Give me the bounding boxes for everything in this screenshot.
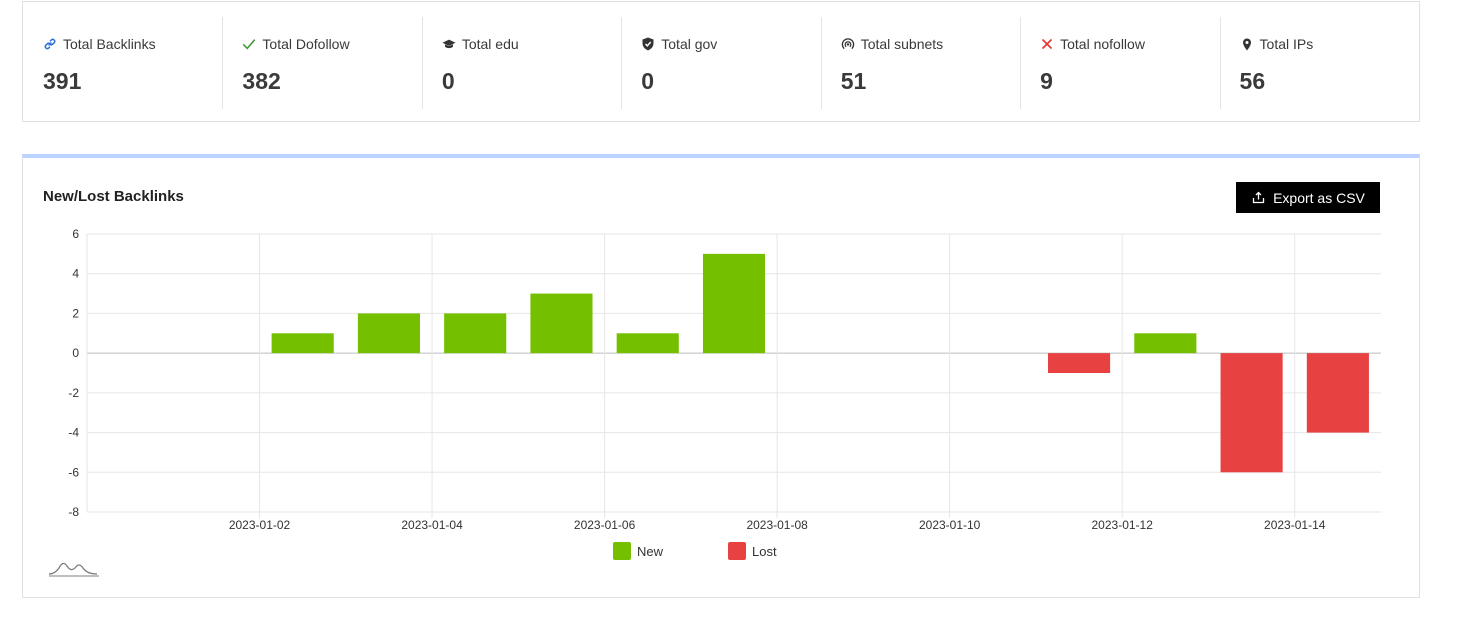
stat-value: 0: [441, 68, 455, 94]
export-icon: [1251, 191, 1265, 205]
stat-value: 0: [641, 68, 655, 94]
y-tick-label: 4: [72, 267, 79, 281]
stat-value: 9: [1040, 68, 1053, 94]
stat-value: 391: [43, 68, 82, 94]
bar-new: [616, 333, 679, 354]
map-pin-icon: [1240, 37, 1254, 51]
legend-swatch-new: [613, 542, 631, 560]
stat-label: Total Dofollow: [262, 36, 350, 52]
stat-label: Total Backlinks: [63, 36, 156, 52]
x-tick-label: 2023-01-08: [746, 518, 808, 532]
x-tick-label: 2023-01-10: [919, 518, 981, 532]
broadcast-icon: [841, 37, 855, 51]
stat-total-backlinks: Total Backlinks 391: [23, 2, 222, 121]
x-tick-label: 2023-01-14: [1264, 518, 1326, 532]
bar-new: [357, 313, 420, 354]
export-csv-button[interactable]: Export as CSV: [1236, 182, 1380, 213]
stat-label: Total IPs: [1259, 36, 1314, 52]
y-tick-label: -8: [68, 505, 79, 519]
legend-label-lost: Lost: [752, 544, 777, 559]
y-tick-label: 2: [72, 306, 79, 320]
bar-new: [1134, 333, 1197, 354]
bar-new: [702, 253, 766, 354]
bar-new: [530, 293, 593, 354]
stats-bar: Total Backlinks 391 Total Dofollow 382 T…: [22, 1, 1420, 122]
bar-lost: [1306, 353, 1369, 433]
export-button-label: Export as CSV: [1273, 189, 1365, 206]
x-icon: [1040, 37, 1054, 51]
bar-new: [271, 333, 334, 354]
x-tick-label: 2023-01-12: [1092, 518, 1154, 532]
bar-chart: 6 4 2 0 -2 -4 -6 -8 2023-01-02 2023-01-04 2023-01-…: [48, 227, 1381, 577]
chart-logo-icon: [48, 562, 99, 577]
graduation-cap-icon: [442, 37, 456, 51]
bar-lost: [1048, 353, 1111, 373]
stat-value: 56: [1239, 68, 1266, 94]
x-tick-label: 2023-01-06: [574, 518, 636, 532]
stat-total-edu: Total edu 0: [421, 2, 621, 121]
y-tick-label: 0: [72, 346, 79, 360]
y-tick-label: -2: [68, 386, 79, 400]
stat-total-dofollow: Total Dofollow 382: [222, 2, 421, 121]
stat-total-nofollow: Total nofollow 9: [1020, 2, 1219, 121]
shield-check-icon: [641, 37, 655, 51]
stat-value: 382: [242, 68, 281, 94]
check-icon: [242, 37, 256, 51]
bar-lost: [1220, 353, 1283, 473]
legend-label-new: New: [637, 544, 664, 559]
legend-swatch-lost: [728, 542, 746, 560]
stat-label: Total gov: [661, 36, 718, 52]
y-tick-label: -4: [68, 426, 79, 440]
bar-new: [444, 313, 507, 354]
x-tick-label: 2023-01-02: [229, 518, 291, 532]
new-lost-backlinks-card: New/Lost Backlinks Export as CSV 6 4 2 0 -2 -…: [22, 154, 1420, 598]
link-icon: [43, 37, 57, 51]
stat-total-gov: Total gov 0: [621, 2, 820, 121]
stat-label: Total edu: [461, 36, 519, 52]
stat-value: 51: [840, 68, 867, 94]
stat-total-subnets: Total subnets 51: [820, 2, 1020, 121]
y-tick-label: 6: [72, 227, 79, 241]
x-tick-label: 2023-01-04: [401, 518, 463, 532]
stat-label: Total nofollow: [1060, 36, 1145, 52]
stat-label: Total subnets: [860, 36, 944, 52]
stat-total-ips: Total IPs 56: [1219, 2, 1419, 121]
y-tick-label: -6: [68, 465, 79, 479]
chart-title: New/Lost Backlinks: [43, 188, 184, 205]
